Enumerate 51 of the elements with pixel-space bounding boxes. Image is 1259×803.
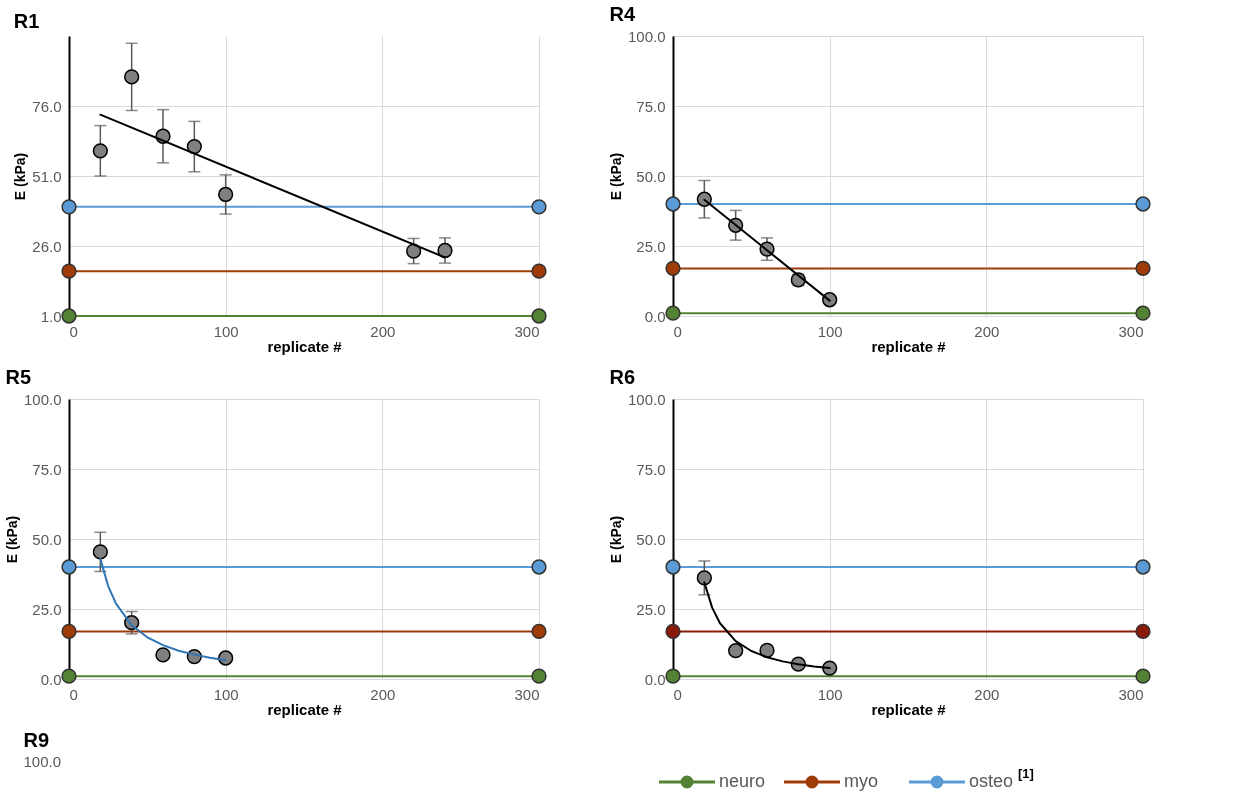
x-tick-label: 100 (817, 322, 843, 340)
chart-title: R6 (609, 366, 636, 388)
x-axis-title: replicate # (871, 700, 947, 718)
x-axis-title: replicate # (267, 337, 343, 355)
y-tick-label: 0.0 (644, 307, 666, 325)
legend-label: osteo[1] (969, 766, 1034, 791)
y-tick-label: 50.0 (32, 530, 62, 548)
y-axis-title: E (kPa) (12, 152, 29, 201)
y-tick-label: 0.0 (40, 670, 62, 688)
chart-title: R4 (609, 3, 636, 25)
y-tick-label: 75.0 (636, 460, 666, 478)
x-tick-label: 200 (974, 322, 1000, 340)
y-tick-label: 0.0 (644, 670, 666, 688)
legend-label: myo (844, 771, 879, 791)
x-tick-label: 200 (370, 685, 396, 703)
y-tick-label: 50.0 (636, 167, 666, 185)
y-tick-label: 76.0 (32, 97, 62, 115)
y-tick-label: 25.0 (32, 600, 62, 618)
x-tick-label: 200 (370, 322, 396, 340)
x-tick-label: 0 (673, 322, 682, 340)
chart-title: R1 (13, 10, 40, 32)
x-tick-label: 300 (514, 685, 540, 703)
chart-title: R5 (5, 366, 32, 388)
legend-label: neuro (719, 771, 766, 791)
y-tick-label: 25.0 (636, 237, 666, 255)
y-tick-label: 1.0 (40, 307, 62, 325)
y-tick-label: 100.0 (627, 27, 666, 45)
y-tick-label: 75.0 (636, 97, 666, 115)
y-axis-title: E (kPa) (3, 515, 20, 564)
x-tick-label: 200 (974, 685, 1000, 703)
x-tick-label: 0 (69, 685, 78, 703)
x-tick-label: 300 (1118, 685, 1144, 703)
y-tick-label: 100.0 (627, 390, 666, 408)
y-tick-label: 75.0 (32, 460, 62, 478)
x-axis-title: replicate # (871, 337, 947, 355)
y-tick-label: 51.0 (32, 167, 62, 185)
text: R9 (23, 729, 50, 751)
y-axis-title: E (kPa) (607, 515, 624, 564)
x-tick-label: 100 (213, 322, 239, 340)
y-axis-title: E (kPa) (607, 152, 624, 201)
y-tick-label: 100.0 (23, 390, 62, 408)
y-tick-label: 26.0 (32, 237, 62, 255)
x-tick-label: 300 (1118, 322, 1144, 340)
y-tick-label: 25.0 (636, 600, 666, 618)
x-tick-label: 0 (673, 685, 682, 703)
x-tick-label: 300 (514, 322, 540, 340)
x-tick-label: 100 (817, 685, 843, 703)
x-tick-label: 100 (213, 685, 239, 703)
y-tick-label: 50.0 (636, 530, 666, 548)
x-tick-label: 0 (69, 322, 78, 340)
x-axis-title: replicate # (267, 700, 343, 718)
